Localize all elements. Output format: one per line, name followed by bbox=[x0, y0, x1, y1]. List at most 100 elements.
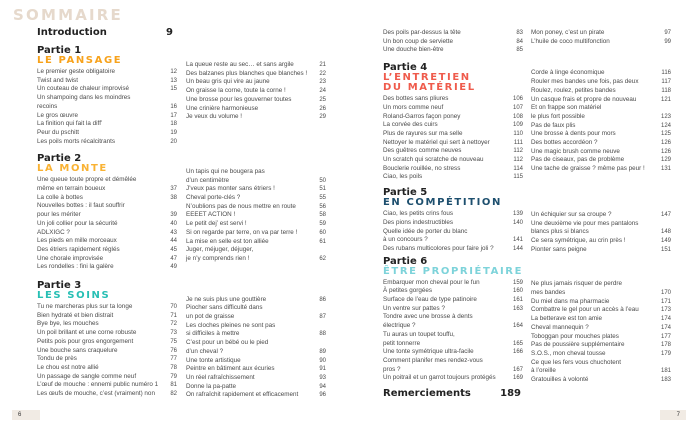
toc-entry[interactable]: Rouler mes bandes une fois, pas deux 117 bbox=[531, 78, 671, 87]
toc-entry[interactable]: Et on frappe son matériel le plus fort p… bbox=[531, 104, 671, 121]
toc-entry[interactable]: Corde à linge économique 116 bbox=[531, 69, 671, 78]
toc-entry[interactable]: Des bottes accordéon ? 126 bbox=[531, 139, 671, 148]
toc-entry[interactable]: Les œufs de mouche, c’est (vraiment) non… bbox=[37, 390, 177, 399]
toc-entry[interactable]: Des pions indestructibles 140 bbox=[383, 219, 523, 228]
toc-entry[interactable]: Bouclerie rouillée, no stress 114 bbox=[383, 165, 523, 174]
toc-entry[interactable]: Toboggan pour mouches plates 177 bbox=[531, 333, 671, 342]
toc-entry[interactable]: Une tache de graisse ? même pas peur ! 13… bbox=[531, 165, 671, 174]
toc-entry[interactable]: Peur du pschitt 19 bbox=[37, 129, 177, 138]
toc-entry[interactable]: À petites gorgées 160 bbox=[383, 287, 523, 296]
toc-entry[interactable]: Une queue toute propre et démêlée même e… bbox=[37, 176, 177, 193]
toc-entry[interactable]: S.O.S., mon cheval tousse 179 bbox=[531, 350, 671, 359]
toc-entry[interactable]: L’huile de coco multifonction 99 bbox=[531, 38, 671, 47]
toc-entry[interactable]: Bye bye, les mouches 72 bbox=[37, 320, 177, 329]
toc-entry[interactable]: Tu ne marcheras plus sur ta longe 70 bbox=[37, 303, 177, 312]
toc-entry[interactable]: N’oublions pas de nous mettre en route 56 bbox=[186, 203, 326, 212]
toc-entry[interactable]: La betterave est ton amie 174 bbox=[531, 315, 671, 324]
toc-entry[interactable]: Le chou est notre allié 78 bbox=[37, 364, 177, 373]
toc-entry[interactable]: Les pieds en mille morceaux 44 bbox=[37, 237, 177, 246]
toc-entry[interactable]: Un couteau de chaleur improvisé 15 bbox=[37, 85, 177, 94]
toc-entry[interactable]: Roulez, roulez, petites bandes 118 bbox=[531, 87, 671, 96]
toc-entry[interactable]: Le premier geste obligatoire 12 bbox=[37, 68, 177, 77]
toc-entry[interactable]: Pionter sans peigne 151 bbox=[531, 246, 671, 255]
toc-entry[interactable]: Un beau gris qui vire au jaune 23 bbox=[186, 78, 326, 87]
toc-entry[interactable]: Une brosse à dents pour mors 125 bbox=[531, 130, 671, 139]
toc-entry[interactable]: Pas de faux plis 124 bbox=[531, 122, 671, 131]
toc-entry[interactable]: Mon poney, c’est un pirate 97 bbox=[531, 29, 671, 38]
toc-entry[interactable]: C’est pour un bébé ou le pied d’un cheva… bbox=[186, 339, 326, 356]
toc-entry[interactable]: Une magic brush comme neuve 126 bbox=[531, 148, 671, 157]
toc-entry[interactable]: Un tapis qui ne bougera pas d’un centimè… bbox=[186, 168, 326, 185]
acknowledgements-entry[interactable]: Remerciements 189 bbox=[383, 388, 521, 400]
toc-entry[interactable]: Des balzanes plus blanches que blanches … bbox=[186, 70, 326, 79]
toc-entry[interactable]: Des poils par-dessus la tête 83 bbox=[383, 29, 523, 38]
toc-entry[interactable]: Nettoyer le matériel qui sert à nettoyer… bbox=[383, 139, 523, 148]
toc-entry[interactable]: Un bon coup de serviette 84 bbox=[383, 38, 523, 47]
toc-entry[interactable]: Combattre le gel pour un accès à l’eau 17… bbox=[531, 306, 671, 315]
toc-entry[interactable]: Un passage de sangle comme neuf 79 bbox=[37, 373, 177, 382]
toc-entry[interactable]: La colle à bottes 38 bbox=[37, 194, 177, 203]
toc-entry[interactable]: Pas de poussière supplémentaire 178 bbox=[531, 341, 671, 350]
toc-entry[interactable]: Un ventre sur pattes ? 163 bbox=[383, 305, 523, 314]
toc-entry[interactable]: On graisse la corne, toute la corne ! 24 bbox=[186, 87, 326, 96]
toc-entry[interactable]: Surface de l’eau de type patinoire 161 bbox=[383, 296, 523, 305]
toc-entry[interactable]: Une tonte symétrique ultra-facile 166 bbox=[383, 348, 523, 357]
toc-entry[interactable]: La finition qui fait la diff’ 18 bbox=[37, 120, 177, 129]
toc-entry[interactable]: Juger, méjuger, déjuger, je n’y comprend… bbox=[186, 246, 326, 263]
introduction-entry[interactable]: Introduction 9 bbox=[37, 27, 173, 39]
toc-entry[interactable]: EEEET ACTION ! 58 bbox=[186, 211, 326, 220]
toc-entry[interactable]: Une douche bien-être 85 bbox=[383, 46, 523, 55]
toc-entry[interactable]: Si on regarde par terre, on va par terre… bbox=[186, 229, 326, 238]
toc-entry[interactable]: Ciao, les petits crins fous 139 bbox=[383, 210, 523, 219]
toc-entry[interactable]: Le petit dej’ est servi ! 59 bbox=[186, 220, 326, 229]
toc-entry[interactable]: Donne la pa-patte 94 bbox=[186, 383, 326, 392]
toc-entry[interactable]: J’veux pas monter sans étriers ! 51 bbox=[186, 185, 326, 194]
toc-entry[interactable]: Ce que les fers vous chuchotent à l’orei… bbox=[531, 359, 671, 376]
toc-entry[interactable]: Une chorale improvisée 47 bbox=[37, 255, 177, 264]
toc-entry[interactable]: Un mors comme neuf 107 bbox=[383, 104, 523, 113]
toc-entry[interactable]: Gratouilles à volonté 183 bbox=[531, 376, 671, 385]
toc-entry[interactable]: Je ne suis plus une gouttière 86 bbox=[186, 296, 326, 305]
toc-entry[interactable]: Une deuxième vie pour mes pantalons blan… bbox=[531, 220, 671, 237]
toc-entry[interactable]: Embarquer mon cheval pour le fun 159 bbox=[383, 279, 523, 288]
toc-entry[interactable]: Des guêtres comme neuves 112 bbox=[383, 147, 523, 156]
toc-entry[interactable]: L’œuf de mouche : ennemi public numéro 1… bbox=[37, 381, 177, 390]
toc-entry[interactable]: Les cloches pleines ne sont pas si diffi… bbox=[186, 322, 326, 339]
toc-entry[interactable]: Les poils morts récalcitrants 20 bbox=[37, 138, 177, 147]
toc-entry[interactable]: Un shampoing dans les moindres recoins 16 bbox=[37, 94, 177, 111]
toc-entry[interactable]: Bien hydraté et bien distrait 71 bbox=[37, 312, 177, 321]
toc-entry[interactable]: Une tonte artistique 90 bbox=[186, 357, 326, 366]
toc-entry[interactable]: Des étriers rapidement réglés 45 bbox=[37, 246, 177, 255]
toc-entry[interactable]: Tu auras un toupet touffu, petit tonnerr… bbox=[383, 331, 523, 348]
toc-entry[interactable]: Je veux du volume ! 29 bbox=[186, 113, 326, 122]
toc-entry[interactable]: Une bouche sans craquelure 76 bbox=[37, 347, 177, 356]
toc-entry[interactable]: Les rondelles : fini la galère 49 bbox=[37, 263, 177, 272]
toc-entry[interactable]: ADLXIGC ? 43 bbox=[37, 229, 177, 238]
toc-entry[interactable]: Un réel rafraîchissement 93 bbox=[186, 374, 326, 383]
toc-entry[interactable]: Petits pois pour gros engorgement 75 bbox=[37, 338, 177, 347]
toc-entry[interactable]: Des bottes sans pliures 106 bbox=[383, 95, 523, 104]
toc-entry[interactable]: Une brosse pour les gouverner toutes 25 bbox=[186, 96, 326, 105]
toc-entry[interactable]: Un échiquier sur sa croupe ? 147 bbox=[531, 211, 671, 220]
toc-entry[interactable]: Ciao, les poils 115 bbox=[383, 173, 523, 182]
toc-entry[interactable]: Un casque frais et propre de nouveau 121 bbox=[531, 96, 671, 105]
toc-entry[interactable]: Un poitrail et un garrot toujours protég… bbox=[383, 374, 523, 383]
toc-entry[interactable]: Piocher sans difficulté dans un pot de g… bbox=[186, 304, 326, 321]
toc-entry[interactable]: Cheval porte-clés ? 55 bbox=[186, 194, 326, 203]
toc-entry[interactable]: Pas de ciseaux, pas de problème 129 bbox=[531, 156, 671, 165]
toc-entry[interactable]: Peintre en bâtiment aux écuries 91 bbox=[186, 365, 326, 374]
toc-entry[interactable]: Un scratch qui scratche de nouveau 112 bbox=[383, 156, 523, 165]
toc-entry[interactable]: Le gros œuvre 17 bbox=[37, 112, 177, 121]
toc-entry[interactable]: Quelle idée de porter du blanc à un conc… bbox=[383, 228, 523, 245]
toc-entry[interactable]: Tondu de près 77 bbox=[37, 355, 177, 364]
toc-entry[interactable]: Nouvelles bottes : il faut souffrir pour… bbox=[37, 202, 177, 219]
toc-entry[interactable]: Ne plus jamais risquer de perdre mes ban… bbox=[531, 280, 671, 297]
toc-entry[interactable]: Du miel dans ma pharmacie 171 bbox=[531, 298, 671, 307]
toc-entry[interactable]: La mise en selle est ton alliée 61 bbox=[186, 238, 326, 247]
toc-entry[interactable]: Ce sera symétrique, au crin près ! 149 bbox=[531, 237, 671, 246]
toc-entry[interactable]: Roland-Garros façon poney 108 bbox=[383, 113, 523, 122]
toc-entry[interactable]: La corvée des cuirs 109 bbox=[383, 121, 523, 130]
toc-entry[interactable]: Cheval mannequin ? 174 bbox=[531, 324, 671, 333]
toc-entry[interactable]: Plus de rayures sur ma selle 110 bbox=[383, 130, 523, 139]
toc-entry[interactable]: Un poil brillant et une corne robuste 73 bbox=[37, 329, 177, 338]
